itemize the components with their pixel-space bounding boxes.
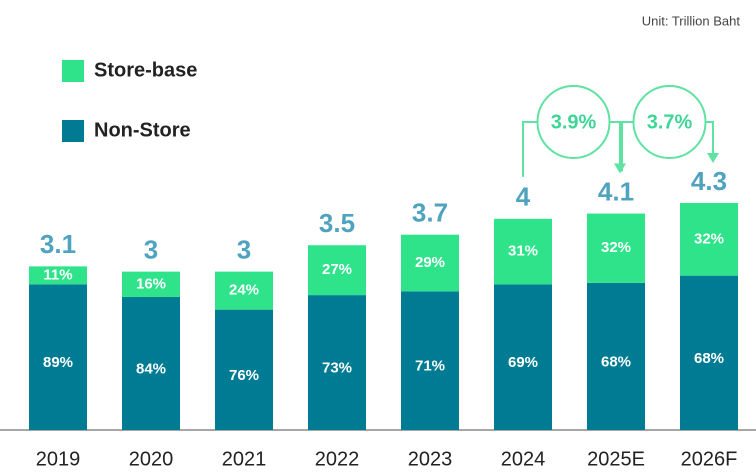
x-tick-label: 2024: [501, 448, 546, 470]
segment-label: 32%: [601, 239, 631, 256]
total-label: 3.1: [40, 229, 76, 259]
total-label: 3: [237, 235, 251, 265]
segment-label: 11%: [43, 266, 72, 283]
segment-label: 29%: [415, 254, 445, 271]
bar-segment: [680, 275, 738, 430]
x-tick-label: 2022: [315, 448, 360, 470]
segment-label: 68%: [694, 350, 724, 367]
total-label: 3.5: [319, 208, 355, 238]
segment-label: 68%: [601, 353, 631, 370]
bar-segment: [494, 218, 552, 285]
annotation-arrow: [609, 121, 621, 166]
bar-segment: [122, 271, 180, 297]
total-label: 3.7: [412, 198, 448, 228]
x-tick-label: 2026F: [681, 448, 738, 470]
annotation-line: [522, 121, 538, 177]
bar-segment: [494, 284, 552, 430]
annotation-arrow: [705, 121, 714, 155]
segment-label: 69%: [508, 354, 538, 371]
segment-label: 27%: [322, 261, 352, 278]
annotation-label: 3.7%: [647, 111, 693, 133]
bar-segment: [401, 291, 459, 430]
annotation-arrowhead: [707, 153, 719, 163]
bar-segment: [29, 266, 87, 285]
x-tick-label: 2023: [408, 448, 453, 470]
annotation-label: 3.9%: [551, 111, 597, 133]
bar-segment: [215, 271, 273, 310]
annotation-line: [621, 121, 634, 172]
x-tick-label: 2020: [129, 448, 174, 470]
bar-segment: [29, 284, 87, 430]
segment-label: 84%: [136, 360, 166, 377]
total-label: 3: [144, 235, 158, 265]
segment-label: 73%: [322, 360, 352, 377]
bar-segment: [680, 203, 738, 276]
bar-segment: [587, 282, 645, 430]
bar-segment: [401, 234, 459, 292]
legend-label: Non-Store: [94, 119, 191, 141]
bar-segment: [308, 295, 366, 430]
annotation-arrowhead: [614, 163, 626, 174]
legend-swatch: [62, 60, 84, 82]
total-label: 4.3: [691, 166, 727, 196]
x-tick-label: 2021: [222, 448, 267, 470]
legend-label: Store-base: [94, 59, 197, 81]
x-tick-label: 2025E: [587, 448, 645, 470]
bar-segment: [308, 245, 366, 296]
bar-segment: [122, 296, 180, 430]
x-tick-label: 2019: [36, 448, 81, 470]
segment-label: 16%: [136, 275, 166, 292]
segment-label: 71%: [415, 358, 445, 375]
bar-segment: [587, 213, 645, 283]
segment-label: 31%: [508, 243, 538, 260]
legend-swatch: [62, 120, 84, 142]
segment-label: 24%: [229, 282, 259, 299]
segment-label: 76%: [229, 367, 259, 384]
bar-segment: [215, 309, 273, 430]
unit-label: Unit: Trillion Baht: [642, 13, 741, 28]
segment-label: 32%: [694, 230, 724, 247]
total-label: 4.1: [598, 176, 634, 206]
segment-label: 89%: [43, 354, 73, 371]
total-label: 4: [516, 182, 531, 212]
